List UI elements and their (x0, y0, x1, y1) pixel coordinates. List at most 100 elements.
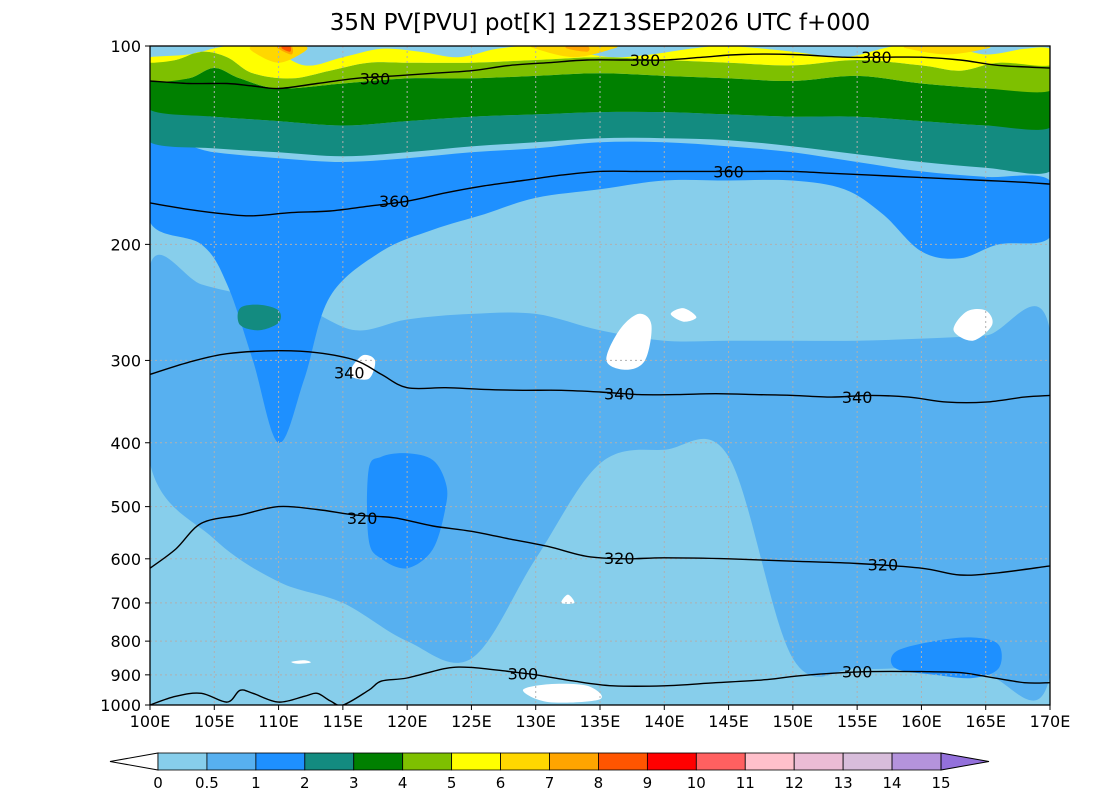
theta-380-line (150, 53, 1050, 90)
colorbar-swatch (304, 752, 355, 771)
theta-340-line (150, 349, 1050, 404)
y-tick-label: 600 (110, 550, 141, 569)
x-tick-label: 110E (258, 712, 299, 731)
y-axis: 100 200 300 400 500 600 700 800 900 1000 (100, 37, 150, 715)
theta-340-label: 340 (604, 385, 635, 404)
theta-320-label: 320 (604, 549, 635, 568)
x-tick-label: 155E (837, 712, 878, 731)
theta-300-label: 300 (842, 663, 873, 682)
pv-5-6 (150, 46, 1050, 79)
pv-below-0-f (561, 594, 575, 604)
theta-340-label: 340 (842, 388, 873, 407)
x-axis: 100E 105E 110E 115E 120E 125E 130E 135E 140E 145E… (130, 705, 1070, 731)
y-tick-label: 1000 (100, 696, 141, 715)
theta-320-label: 320 (347, 509, 378, 528)
colorbar-swatch (598, 752, 648, 771)
pv-2-3 (150, 108, 1050, 174)
colorbar: 0 0.5 1 2 3 4 5 6 7 8 9 10 11 12 13 14 15 (109, 752, 990, 792)
pv-below-0-c (953, 309, 993, 341)
colorbar-tick-label: 4 (398, 774, 408, 792)
colorbar-tick-label: 12 (785, 774, 804, 792)
x-tick-label: 150E (773, 712, 814, 731)
theta-320-line (150, 505, 1050, 576)
x-tick-label: 115E (323, 712, 364, 731)
y-tick-label: 900 (110, 666, 141, 685)
y-tick-label: 500 (110, 498, 141, 517)
colorbar-swatch (402, 752, 453, 771)
pv-below-0-e (522, 683, 602, 703)
pv-below-0-b (670, 308, 697, 322)
y-tick-label: 400 (110, 434, 141, 453)
theta-380-label: 380 (861, 48, 892, 67)
colorbar-tick-label: 2 (300, 774, 310, 792)
pv-7-8-b (565, 46, 590, 52)
pv-1-2-low (890, 637, 1002, 679)
theta-380-label: 380 (630, 51, 661, 70)
chart-title: 35N PV[PVU] pot[K] 12Z13SEP2026 UTC f+00… (330, 10, 870, 36)
pv-below-0-a (606, 313, 652, 370)
pv-6-7-b (530, 46, 618, 58)
pv-below-0-d (349, 354, 376, 380)
x-tick-label: 165E (965, 712, 1006, 731)
colorbar-swatch (451, 752, 501, 771)
x-tick-label: 130E (515, 712, 556, 731)
theta-360-label: 360 (379, 192, 410, 211)
colorbar-tick-label: 15 (931, 774, 950, 792)
x-tick-label: 100E (130, 712, 171, 731)
x-tick-label: 105E (194, 712, 235, 731)
colorbar-swatch (793, 752, 844, 771)
pv-1-2-mid (366, 453, 448, 569)
colorbar-swatch (891, 752, 942, 771)
x-tick-label: 140E (644, 712, 685, 731)
x-tick-label: 145E (708, 712, 749, 731)
colorbar-tick-label: 3 (349, 774, 359, 792)
theta-380-label: 380 (360, 69, 391, 88)
colorbar-swatch (842, 752, 893, 771)
theta-360-line (150, 170, 1050, 217)
pv-8-9 (281, 46, 292, 52)
colorbar-under-arrow (109, 752, 159, 771)
y-tick-label: 100 (110, 37, 141, 56)
pv-6-7-a (249, 46, 308, 63)
y-tick-label: 800 (110, 632, 141, 651)
pv-1-2 (150, 138, 1050, 443)
colorbar-swatch (353, 752, 404, 771)
pv-3-4 (150, 68, 1050, 130)
colorbar-over-arrow (940, 752, 990, 771)
colorbar-swatch (646, 752, 697, 771)
pv-0.5-1 (150, 255, 1050, 701)
y-tick-label: 300 (110, 351, 141, 370)
colorbar-tick-label: 13 (834, 774, 853, 792)
x-tick-label: 120E (387, 712, 428, 731)
colorbar-tick-label: 8 (594, 774, 604, 792)
theta-340-label: 340 (334, 364, 365, 383)
colorbar-swatch (549, 752, 599, 771)
pv-2-3-blob (237, 304, 281, 331)
x-tick-label: 160E (901, 712, 942, 731)
colorbar-tick-label: 0.5 (195, 774, 219, 792)
colorbar-tick-label: 9 (643, 774, 653, 792)
theta-300-line (150, 666, 1050, 705)
colorbar-tick-label: 10 (687, 774, 706, 792)
colorbar-swatch (695, 752, 746, 771)
colorbar-tick-label: 1 (251, 774, 261, 792)
colorbar-swatch (157, 752, 208, 771)
pv-6-7-c (903, 46, 991, 55)
colorbar-tick-label: 14 (883, 774, 902, 792)
colorbar-swatch (255, 752, 306, 771)
colorbar-tick-label: 6 (496, 774, 506, 792)
grid-lines (150, 46, 1050, 705)
x-tick-label: 135E (580, 712, 621, 731)
colorbar-tick-label: 5 (447, 774, 457, 792)
y-tick-label: 700 (110, 594, 141, 613)
colorbar-swatch (744, 752, 795, 771)
x-tick-label: 125E (451, 712, 492, 731)
theta-360-label: 360 (713, 162, 744, 181)
colorbar-swatch (206, 752, 257, 771)
colorbar-swatch (500, 752, 550, 771)
y-tick-label: 200 (110, 235, 141, 254)
colorbar-tick-label: 11 (736, 774, 755, 792)
pv-filled-contours (150, 46, 1050, 705)
